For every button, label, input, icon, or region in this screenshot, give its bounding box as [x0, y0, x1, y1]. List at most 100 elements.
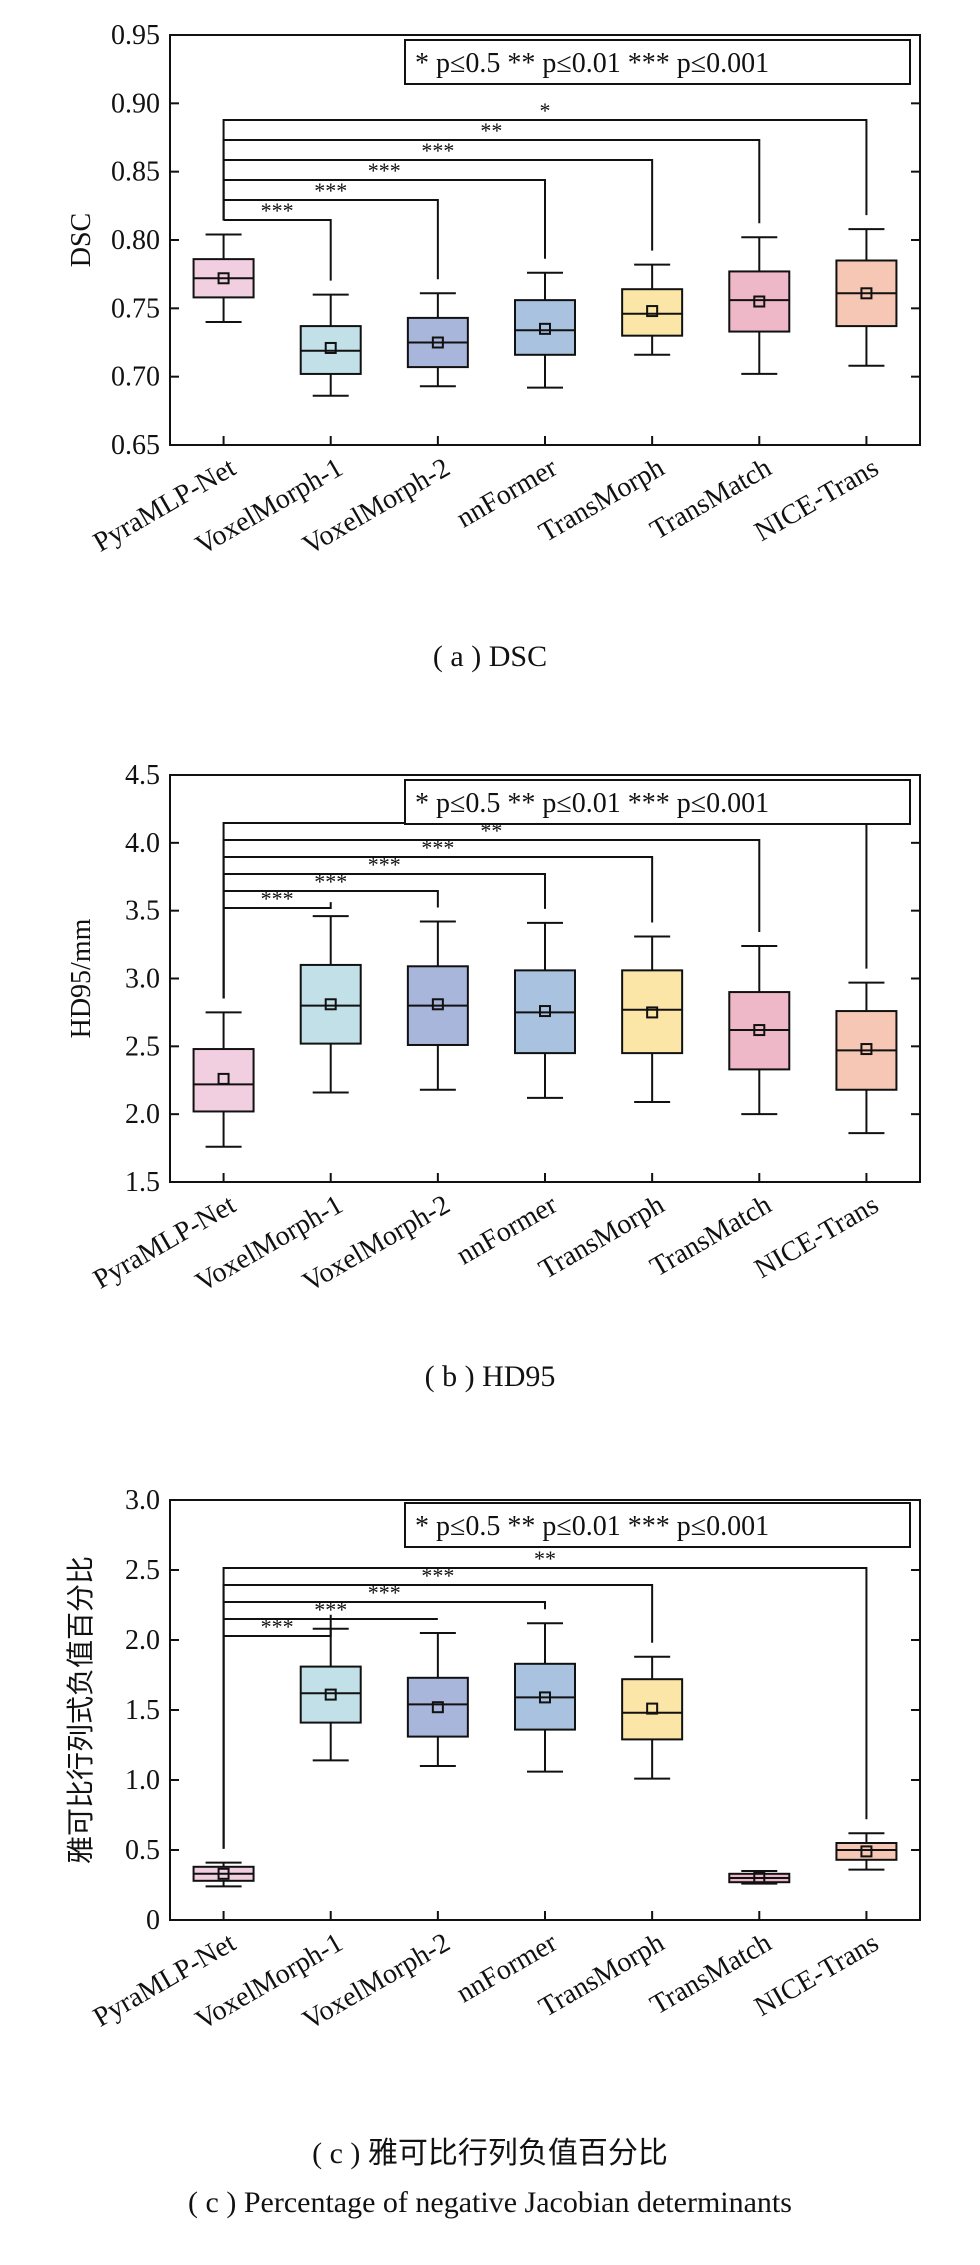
y-tick-label: 2.0 [125, 1099, 160, 1130]
box-iqr [192, 1048, 255, 1113]
bracket-line [222, 1614, 332, 1849]
y-tick-label: 2.5 [125, 1555, 160, 1586]
y-tick-label: 0.5 [125, 1835, 160, 1866]
box-nnformer [514, 921, 576, 1099]
mean-marker [646, 305, 659, 318]
caption-b: ( b ) HD95 [424, 1360, 556, 1393]
x-tick-label: NICE-Trans [749, 452, 884, 548]
significance-bracket: ** [222, 118, 761, 224]
mean-marker [539, 1005, 551, 1018]
mean-marker [431, 336, 444, 349]
significance-stars: ** [480, 118, 502, 143]
significance-stars: *** [421, 138, 454, 163]
box-nice-trans [835, 981, 898, 1135]
mean-marker [324, 1688, 337, 1701]
box-transmorph [621, 263, 684, 356]
significance-stars: *** [368, 852, 401, 877]
x-tick-label: NICE-Trans [749, 1189, 884, 1285]
box-nice-trans [835, 228, 898, 367]
box-voxelmorph-2 [406, 292, 469, 388]
jacobian-chart: 00.51.01.52.02.53.0雅可比行列式负值百分比PyraMLP-Ne… [65, 1485, 921, 2036]
box-iqr [621, 1678, 684, 1741]
box-iqr [514, 299, 576, 356]
mean-marker [753, 1024, 766, 1037]
mean-marker [539, 1691, 551, 1704]
y-tick-label: 0.90 [111, 88, 160, 119]
y-tick-label: 0 [146, 1905, 160, 1936]
legend-text: * p≤0.5 ** p≤0.01 *** p≤0.001 [415, 48, 769, 79]
mean-marker [860, 287, 873, 300]
box-pyramlp-net [192, 1861, 255, 1888]
box-transmorph [621, 935, 684, 1103]
dsc-chart: 0.650.700.750.800.850.900.95DSCPyraMLP-N… [66, 20, 921, 561]
legend-box [404, 779, 911, 825]
legend-text: * p≤0.5 ** p≤0.01 *** p≤0.001 [415, 788, 769, 819]
mean-marker [217, 1072, 230, 1085]
significance-legend: * p≤0.5 ** p≤0.01 *** p≤0.001 [404, 779, 911, 825]
x-tick-label: NICE-Trans [749, 1927, 884, 2023]
bracket-line [222, 119, 868, 221]
box-pyramlp-net [192, 1011, 255, 1148]
significance-stars: *** [261, 198, 294, 223]
box-voxelmorph-1 [299, 915, 362, 1094]
mean-marker [431, 998, 444, 1011]
box-iqr [299, 963, 362, 1045]
significance-stars: *** [261, 1614, 294, 1639]
y-tick-label: 0.95 [111, 20, 160, 51]
box-iqr [621, 969, 684, 1055]
box-iqr [835, 1842, 898, 1861]
y-tick-label: 0.85 [111, 157, 160, 188]
box-iqr [406, 1676, 469, 1738]
box-iqr [299, 1665, 362, 1724]
box-nnformer [514, 271, 576, 389]
mean-marker [539, 322, 551, 335]
y-axis-label: HD95/mm [66, 918, 97, 1038]
bracket-line [222, 139, 761, 224]
y-tick-label: 2.5 [125, 1031, 160, 1062]
mean-marker [860, 1043, 873, 1056]
significance-stars: ** [534, 1546, 556, 1571]
box-iqr [621, 288, 684, 337]
y-axis-label: 雅可比行列式负值百分比 [65, 1556, 97, 1864]
significance-bracket: * [222, 98, 868, 221]
significance-stars: *** [261, 886, 294, 911]
significance-stars: *** [421, 1563, 454, 1588]
figure-b-hd95: 1.5 2.0 2.5 3.0 3.5 4.0 4.5 HD95/mm PyraMLP-Net V… [0, 740, 980, 1420]
box-voxelmorph-1 [299, 1627, 362, 1762]
y-tick-label: 1.5 [125, 1695, 160, 1726]
y-tick-label: 3.0 [125, 964, 160, 995]
y-tick-label: 4.0 [125, 828, 160, 859]
y-tick-label: 3.0 [125, 1485, 160, 1516]
box-nice-trans [835, 1832, 898, 1871]
significance-bracket: *** [222, 852, 546, 999]
y-tick-label: 4.5 [125, 760, 160, 791]
significance-stars: * [540, 98, 551, 123]
legend-text: * p≤0.5 ** p≤0.01 *** p≤0.001 [415, 1511, 769, 1542]
box-nnformer [514, 1622, 576, 1773]
y-tick-label: 0.65 [111, 430, 160, 461]
significance-stars: *** [368, 1580, 401, 1605]
box-voxelmorph-1 [299, 293, 362, 397]
mean-marker [646, 1702, 659, 1715]
legend-box [404, 1502, 911, 1548]
mean-marker [324, 998, 337, 1011]
y-tick-label: 1.5 [125, 1167, 160, 1198]
y-tick-label: 0.75 [111, 293, 160, 324]
caption-c-en: ( c ) Percentage of negative Jacobian de… [188, 2186, 792, 2219]
mean-marker [324, 341, 337, 354]
significance-stars: *** [368, 158, 401, 183]
mean-marker [753, 295, 766, 308]
significance-stars: *** [421, 835, 454, 860]
box-voxelmorph-2 [406, 1632, 469, 1767]
figure-c-jacobian: 0 0.5 1.0 1.5 2.0 2.5 3.0 雅可比行列式负值百分比 PyraMLP-Ne… [0, 1480, 980, 2265]
significance-bracket: *** [222, 1614, 332, 1849]
significance-stars: *** [314, 178, 347, 203]
mean-marker [646, 1006, 659, 1019]
box-transmatch [728, 944, 791, 1116]
mean-marker [431, 1701, 444, 1714]
y-tick-label: 1.0 [125, 1765, 160, 1796]
caption-c-zh: ( c ) 雅可比行列负值百分比 [312, 2137, 668, 2170]
hd95-chart: 1.52.02.53.03.54.04.5HD95/mmPyraMLP-NetV… [66, 760, 921, 1298]
y-tick-label: 0.80 [111, 225, 160, 256]
significance-legend: * p≤0.5 ** p≤0.01 *** p≤0.001 [404, 1502, 911, 1548]
